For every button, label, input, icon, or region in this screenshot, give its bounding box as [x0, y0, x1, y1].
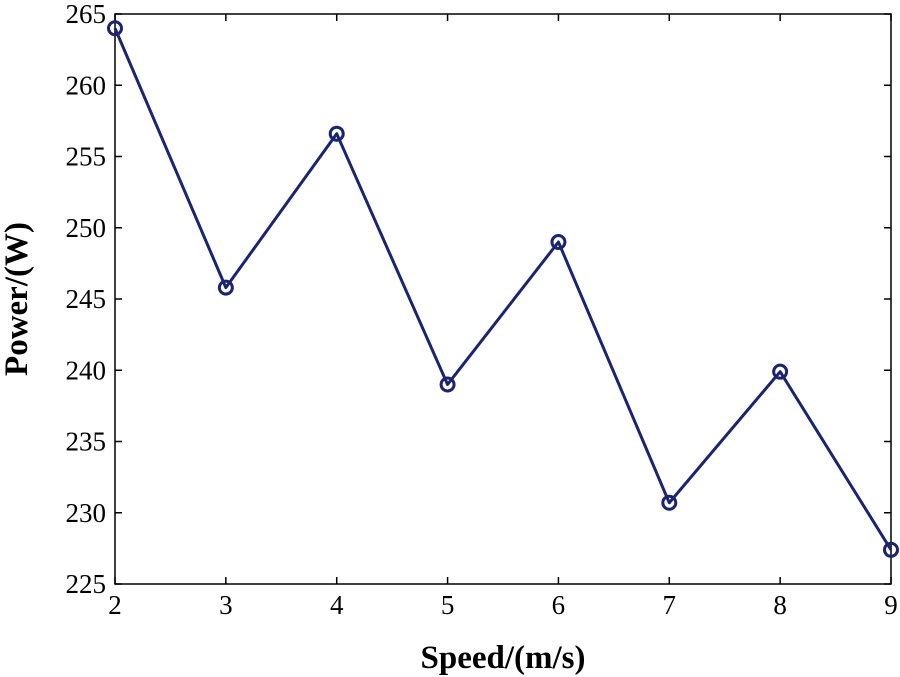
x-tick-label: 3 — [219, 590, 233, 620]
x-tick-label: 2 — [108, 590, 122, 620]
y-tick-label: 260 — [66, 70, 107, 100]
x-tick-label: 8 — [773, 590, 787, 620]
data-point-marker — [661, 494, 678, 511]
data-point-marker — [439, 376, 456, 393]
tick-labels: 2 3 4 5 6 7 8 9 225 230 235 240 245 250 255 260 265 — [66, 0, 898, 620]
x-tick-label: 9 — [884, 590, 898, 620]
y-tick-label: 245 — [66, 284, 107, 314]
series-line — [113, 27, 893, 551]
data-point-marker — [772, 363, 789, 380]
axis-ticks — [114, 13, 892, 585]
x-tick-label: 7 — [663, 590, 677, 620]
data-point-marker — [883, 541, 899, 558]
x-tick-label: 5 — [441, 590, 455, 620]
x-axis-title: Speed/(m/s) — [421, 640, 586, 676]
y-tick-label: 230 — [66, 498, 107, 528]
series-group — [107, 20, 899, 558]
y-tick-label: 225 — [66, 569, 107, 599]
y-tick-label: 255 — [66, 142, 107, 172]
y-tick-label: 250 — [66, 213, 107, 243]
y-tick-label: 235 — [66, 427, 107, 457]
x-tick-label: 4 — [330, 590, 344, 620]
data-point-marker — [550, 234, 567, 250]
y-tick-label: 240 — [66, 355, 107, 385]
plot-frame — [114, 13, 892, 585]
data-point-marker — [107, 20, 123, 37]
data-point-marker — [217, 279, 234, 296]
y-tick-label: 265 — [66, 0, 107, 29]
x-tick-label: 6 — [552, 590, 566, 620]
y-axis-title: Power/(W) — [0, 222, 35, 376]
data-point-marker — [328, 125, 345, 142]
